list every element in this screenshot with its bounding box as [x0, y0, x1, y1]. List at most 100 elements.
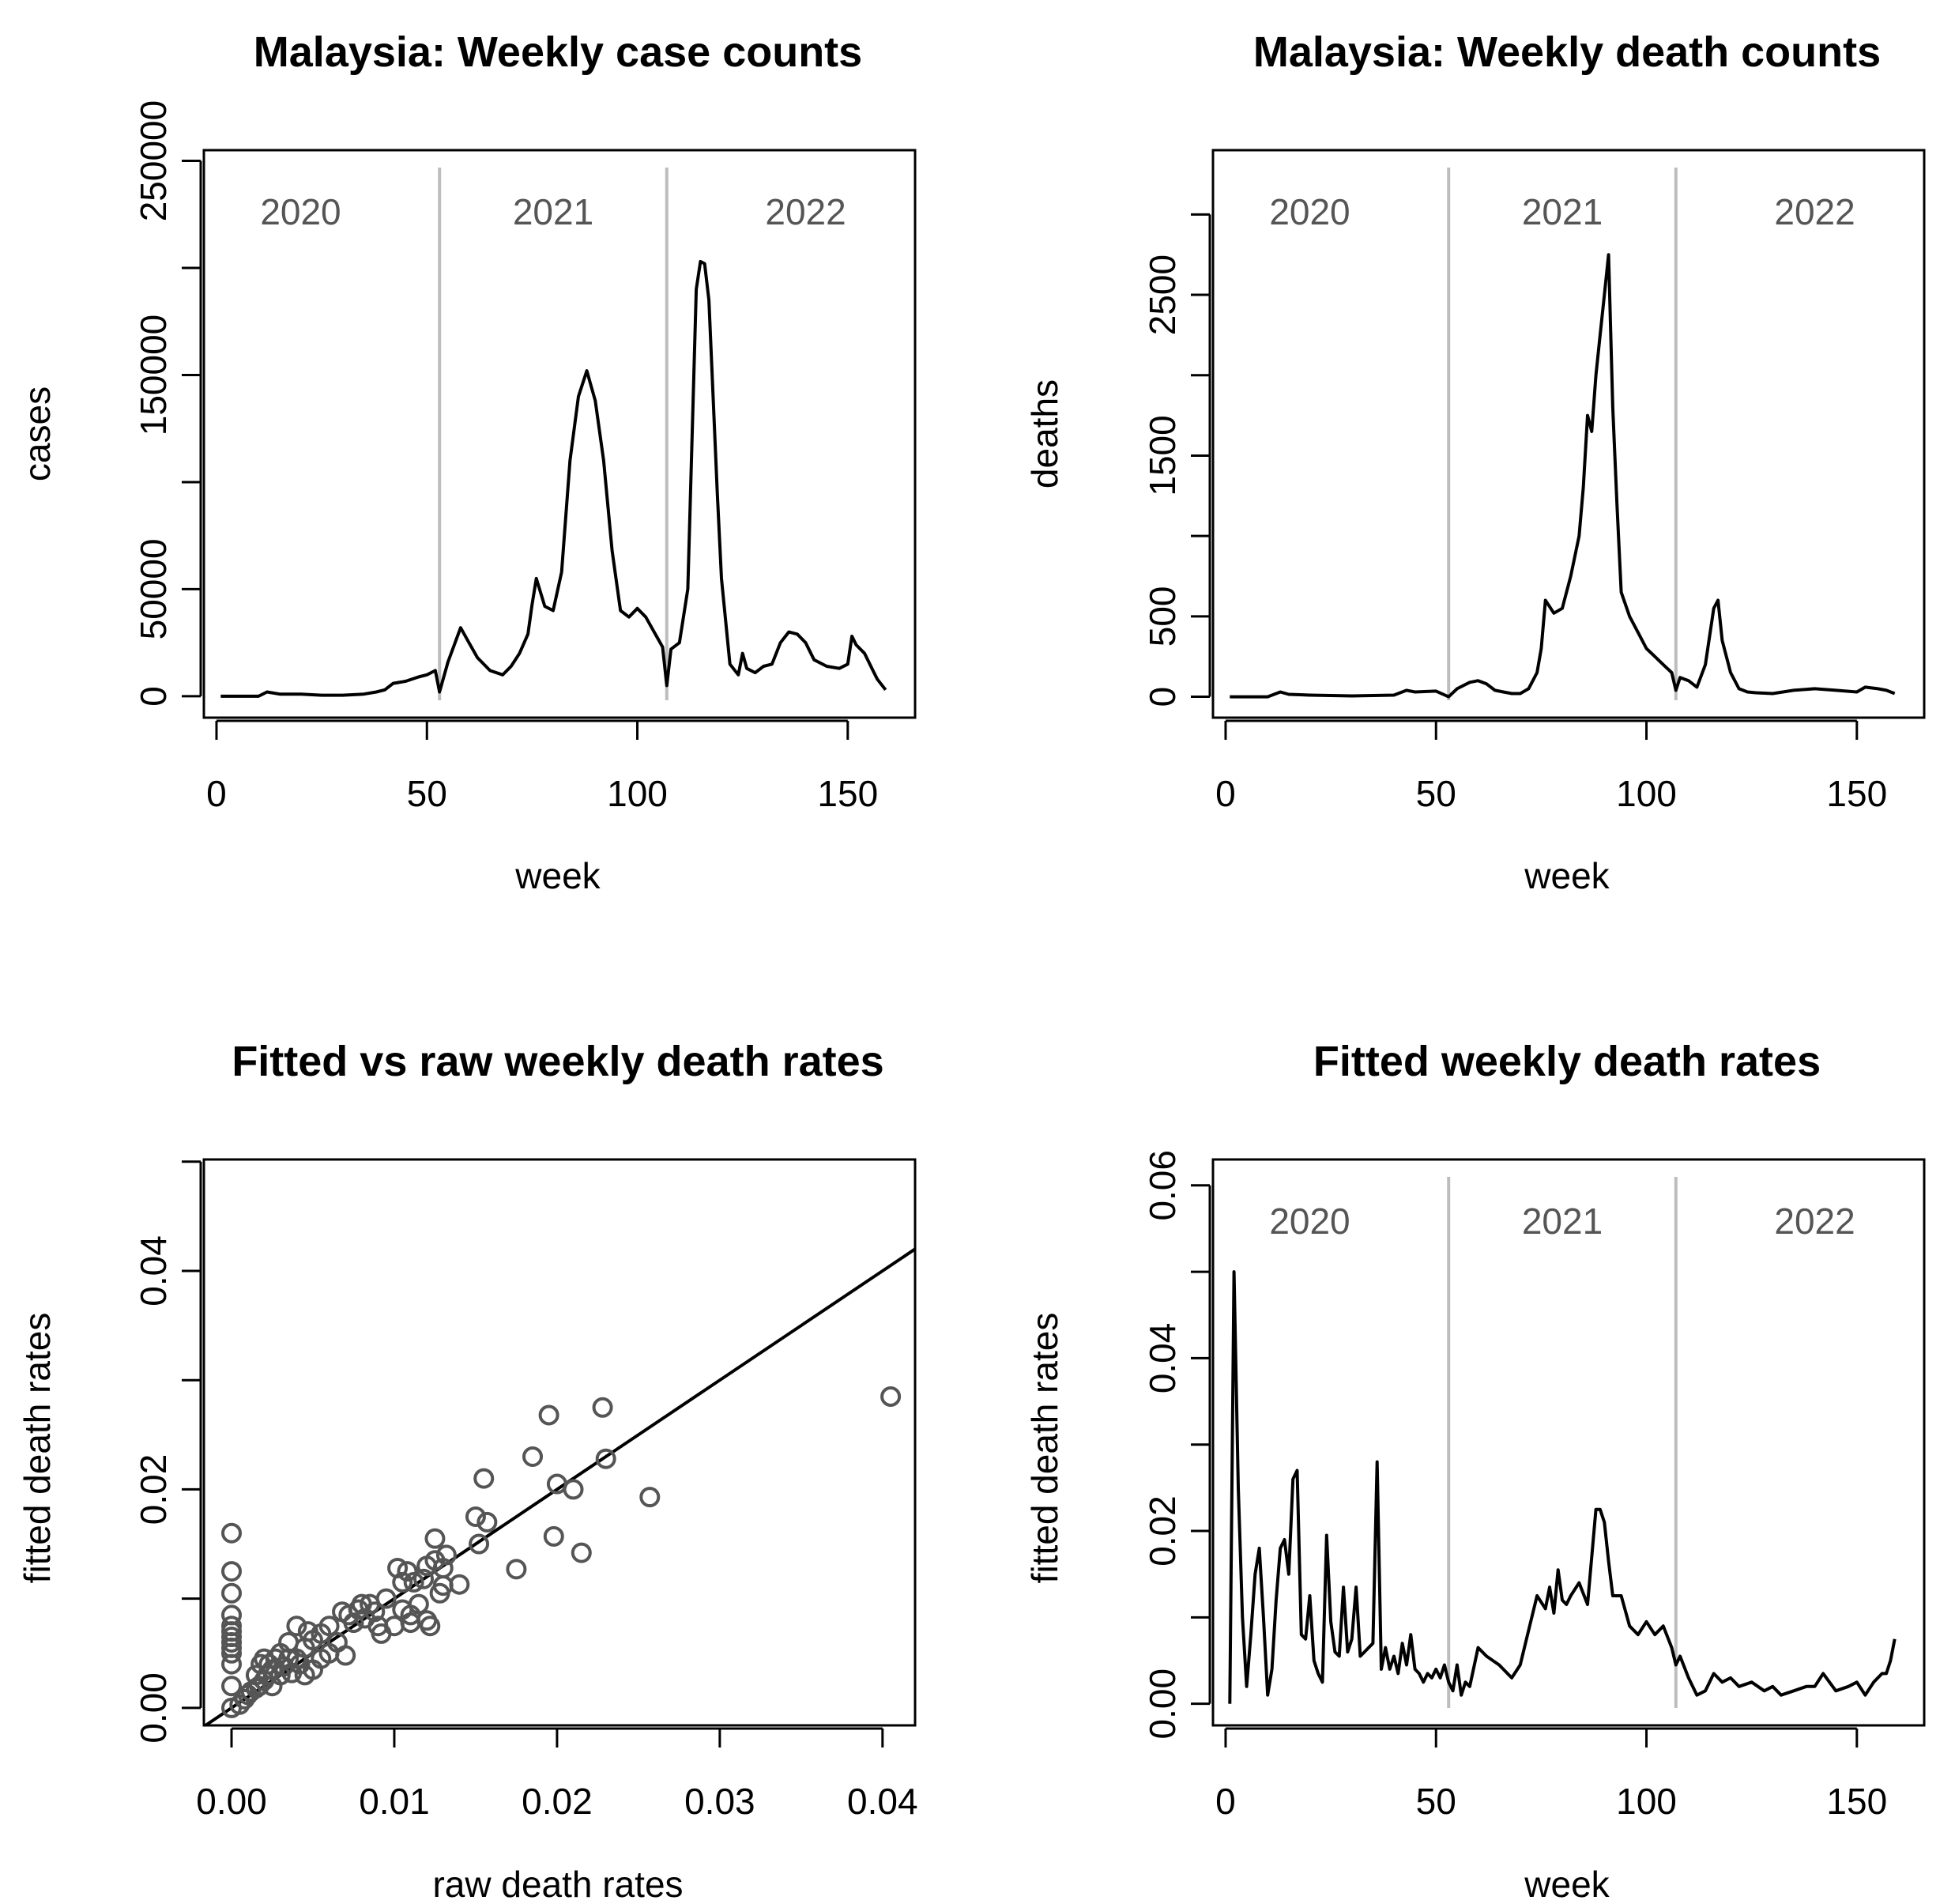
x-tick-label: 0.02 [522, 1781, 593, 1822]
y-tick-label: 0.04 [1142, 1323, 1183, 1394]
x-tick-label: 100 [1616, 1781, 1677, 1822]
y-tick-label: 150000 [133, 315, 174, 436]
x-axis-label: raw death rates [432, 1864, 683, 1904]
data-point [543, 1525, 564, 1547]
data-point [318, 1616, 340, 1637]
x-tick-label: 0.01 [359, 1781, 430, 1822]
data-point [592, 1397, 613, 1418]
y-tick-label: 0.04 [133, 1235, 174, 1306]
plot-frame [1211, 1158, 1926, 1727]
data-point [397, 1561, 418, 1582]
data-point [420, 1616, 441, 1637]
chart-title: Fitted vs raw weekly death rates [232, 1038, 883, 1085]
panel-case-counts: Malaysia: Weekly case counts week cases … [17, 28, 917, 896]
x-axis-label: week [514, 855, 601, 896]
y-tick-label: 0 [1142, 687, 1183, 707]
year-label: 2020 [260, 191, 341, 232]
data-point [403, 1571, 424, 1593]
x-tick-label: 0 [1215, 1781, 1236, 1822]
x-tick-label: 150 [1826, 1781, 1887, 1822]
data-point [563, 1479, 584, 1500]
data-point [469, 1533, 490, 1555]
data-point [221, 1561, 243, 1582]
chart-title: Malaysia: Weekly case counts [254, 28, 862, 76]
panel-fitted-rates: Fitted weekly death rates week fitted de… [1024, 1038, 1926, 1904]
y-tick-label: 2500 [1142, 254, 1183, 335]
year-label: 2021 [1522, 1201, 1603, 1242]
data-point [221, 1582, 243, 1604]
data-point [257, 1665, 278, 1686]
panel-fitted-vs-raw: Fitted vs raw weekly death rates raw dea… [17, 1038, 918, 1904]
year-label: 2022 [1774, 191, 1855, 232]
series-line [1230, 253, 1896, 699]
y-tick-label: 0.02 [133, 1454, 174, 1525]
data-point [506, 1559, 527, 1580]
chart-title: Fitted weekly death rates [1313, 1038, 1821, 1085]
y-tick-label: 0.00 [1142, 1668, 1183, 1740]
x-tick-label: 50 [1416, 773, 1456, 814]
data-point [364, 1601, 386, 1623]
data-point [880, 1386, 902, 1407]
y-tick-label: 1500 [1142, 415, 1183, 496]
data-point [522, 1446, 544, 1467]
y-tick-label: 250000 [133, 100, 174, 222]
data-point [343, 1612, 364, 1634]
panel-death-counts: Malaysia: Weekly death counts week death… [1024, 28, 1926, 896]
data-point [424, 1528, 446, 1549]
data-point [413, 1568, 435, 1589]
y-tick-label: 0.02 [1142, 1495, 1183, 1567]
plot-frame [202, 149, 917, 719]
x-tick-label: 50 [407, 773, 447, 814]
year-label: 2021 [513, 191, 593, 232]
data-point [449, 1574, 470, 1595]
x-tick-label: 0 [1215, 773, 1236, 814]
data-point [571, 1542, 592, 1563]
series-line [220, 259, 887, 698]
data-point [335, 1645, 356, 1666]
x-axis-label: week [1524, 1864, 1610, 1904]
data-point [408, 1593, 429, 1615]
x-tick-label: 50 [1416, 1781, 1456, 1822]
y-axis-label: cases [17, 386, 58, 481]
x-tick-label: 100 [607, 773, 668, 814]
y-tick-label: 0 [133, 686, 174, 707]
y-tick-label: 0.00 [133, 1672, 174, 1744]
data-point [639, 1487, 661, 1508]
data-point [473, 1468, 495, 1489]
plot-frame [202, 1158, 917, 1727]
data-point [221, 1522, 243, 1544]
data-point [269, 1665, 291, 1686]
x-tick-label: 0 [206, 773, 227, 814]
year-label: 2022 [765, 191, 846, 232]
y-tick-label: 0.06 [1142, 1150, 1183, 1221]
data-point [221, 1653, 243, 1675]
series-line [1228, 1270, 1897, 1704]
x-tick-label: 100 [1616, 773, 1677, 814]
x-tick-label: 0.03 [684, 1781, 755, 1822]
plot-frame [1211, 149, 1926, 719]
y-axis-label: fitted death rates [1024, 1313, 1065, 1584]
data-point [477, 1511, 498, 1533]
x-axis-label: week [1524, 855, 1610, 896]
y-tick-label: 50000 [133, 538, 174, 639]
data-point [221, 1676, 243, 1697]
data-point [435, 1544, 457, 1566]
data-point [538, 1404, 559, 1426]
data-point [221, 1642, 243, 1664]
data-point [392, 1571, 413, 1593]
y-tick-label: 500 [1142, 586, 1183, 647]
x-tick-label: 0.04 [847, 1781, 918, 1822]
data-point [375, 1588, 397, 1609]
data-point [465, 1506, 486, 1527]
year-label: 2020 [1269, 191, 1350, 232]
year-label: 2022 [1774, 1201, 1855, 1242]
data-point [595, 1448, 616, 1469]
year-label: 2021 [1522, 191, 1603, 232]
x-tick-label: 150 [1826, 773, 1887, 814]
y-axis-label: fitted death rates [17, 1313, 58, 1584]
x-tick-label: 150 [817, 773, 878, 814]
data-point [286, 1616, 307, 1637]
year-label: 2020 [1269, 1201, 1350, 1242]
y-axis-label: deaths [1024, 379, 1065, 488]
